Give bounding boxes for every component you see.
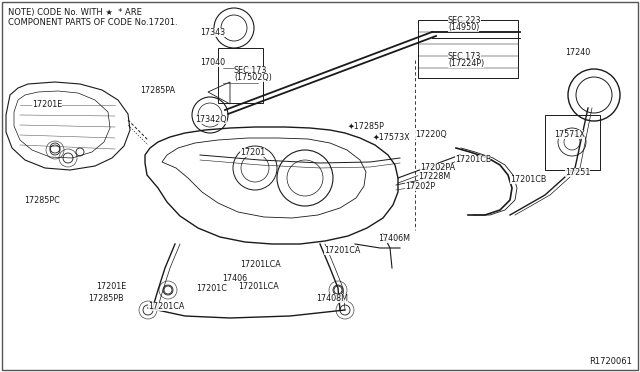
Text: (17502Q): (17502Q) (234, 73, 272, 82)
Text: 17571X: 17571X (554, 130, 585, 139)
Text: 17342Q: 17342Q (195, 115, 227, 124)
Text: (17224P): (17224P) (448, 59, 484, 68)
Text: ✦17573X: ✦17573X (373, 133, 411, 142)
Text: 17251: 17251 (565, 168, 590, 177)
Text: ✦17285P: ✦17285P (348, 122, 385, 131)
Text: 17220Q: 17220Q (415, 130, 447, 139)
Text: 17343: 17343 (200, 28, 225, 37)
Text: 17201CB: 17201CB (455, 155, 492, 164)
Text: 17040: 17040 (200, 58, 225, 67)
Text: 17285PA: 17285PA (140, 86, 175, 95)
Text: NOTE) CODE No. WITH ★  * ARE
COMPONENT PARTS OF CODE No.17201.: NOTE) CODE No. WITH ★ * ARE COMPONENT PA… (8, 8, 178, 28)
Text: 17285PC: 17285PC (24, 196, 60, 205)
Text: 17285PB: 17285PB (88, 294, 124, 303)
Text: 17201CA: 17201CA (148, 302, 184, 311)
Text: 17406: 17406 (222, 274, 247, 283)
Text: SEC.173: SEC.173 (234, 66, 268, 75)
Text: 17201LCA: 17201LCA (238, 282, 279, 291)
Text: R1720061: R1720061 (589, 357, 632, 366)
Text: 17201E: 17201E (32, 100, 62, 109)
Text: 17202P: 17202P (405, 182, 435, 191)
Text: 17201LCA: 17201LCA (240, 260, 281, 269)
Text: 17201CA: 17201CA (324, 246, 360, 255)
Text: 17201: 17201 (240, 148, 265, 157)
Text: 17201C: 17201C (196, 284, 227, 293)
Text: 17201E: 17201E (96, 282, 126, 291)
Text: 17202PA: 17202PA (420, 163, 455, 172)
Text: SEC.223: SEC.223 (448, 16, 481, 25)
Text: SEC.173: SEC.173 (448, 52, 481, 61)
Text: 17240: 17240 (565, 48, 590, 57)
Text: 17201CB: 17201CB (510, 175, 547, 184)
Text: 17228M: 17228M (418, 172, 451, 181)
Text: 17406M: 17406M (378, 234, 410, 243)
Text: (14950): (14950) (448, 23, 479, 32)
Text: 17408M: 17408M (316, 294, 348, 303)
